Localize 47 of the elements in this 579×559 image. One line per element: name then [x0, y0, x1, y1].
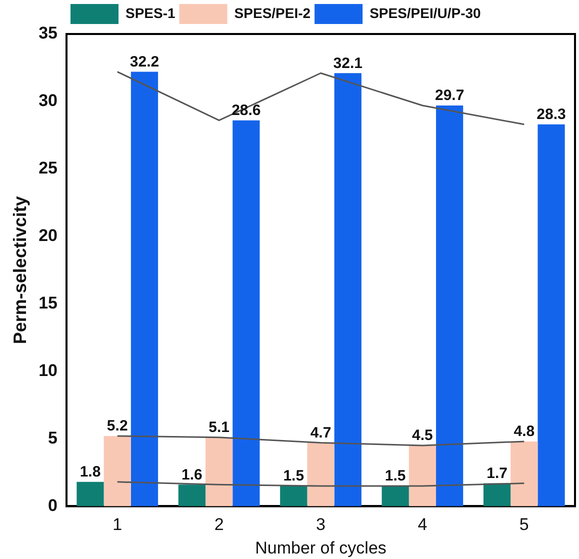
bar [538, 124, 565, 506]
y-tick-label: 15 [38, 294, 58, 313]
bar [76, 482, 104, 506]
x-tick-label: 5 [519, 515, 529, 534]
y-axis-title: Perm-selectivcity [10, 196, 30, 344]
bar [483, 483, 511, 506]
bar [382, 486, 409, 506]
data-label: 1.8 [80, 464, 101, 481]
data-label: 1.5 [283, 468, 304, 485]
data-label: 4.7 [310, 424, 332, 442]
x-tick-label: 4 [418, 515, 428, 534]
data-label: 29.7 [434, 87, 464, 104]
data-label: 4.8 [514, 423, 535, 440]
y-tick-label: 35 [38, 24, 58, 43]
y-tick-label: 10 [38, 360, 58, 380]
bar [408, 445, 436, 506]
x-axis-title: Number of cycles [255, 538, 386, 558]
bar [104, 436, 131, 506]
y-tick-label: 30 [38, 91, 58, 110]
bar [232, 120, 260, 506]
data-label: 1.6 [182, 466, 202, 484]
bar [205, 437, 233, 506]
data-label: 5.2 [106, 418, 128, 435]
x-tick-label: 2 [214, 515, 224, 534]
data-label: 32.1 [333, 54, 362, 72]
bar [280, 486, 308, 506]
x-tick-label: 1 [112, 515, 122, 534]
bar [307, 442, 334, 506]
x-tick-label: 3 [316, 515, 326, 534]
y-tick-label: 0 [48, 496, 58, 515]
legend-label: SPES/PEI/U/P-30 [370, 4, 482, 21]
bar [334, 73, 362, 506]
bar [130, 72, 158, 506]
bar [436, 106, 464, 506]
data-label: 1.7 [486, 464, 508, 482]
y-tick-label: 5 [48, 428, 58, 448]
legend-label: SPES/PEI-2 [234, 4, 311, 21]
bar [510, 441, 538, 506]
data-label: 4.5 [412, 427, 433, 444]
legend-label: SPES-1 [126, 4, 176, 21]
y-tick-label: 20 [38, 226, 58, 246]
data-label: 5.1 [208, 419, 230, 436]
data-label: 32.2 [130, 53, 160, 70]
y-tick-label: 25 [38, 158, 58, 178]
bar [178, 484, 206, 506]
data-label: 1.5 [384, 468, 406, 485]
data-label: 28.3 [536, 106, 566, 124]
